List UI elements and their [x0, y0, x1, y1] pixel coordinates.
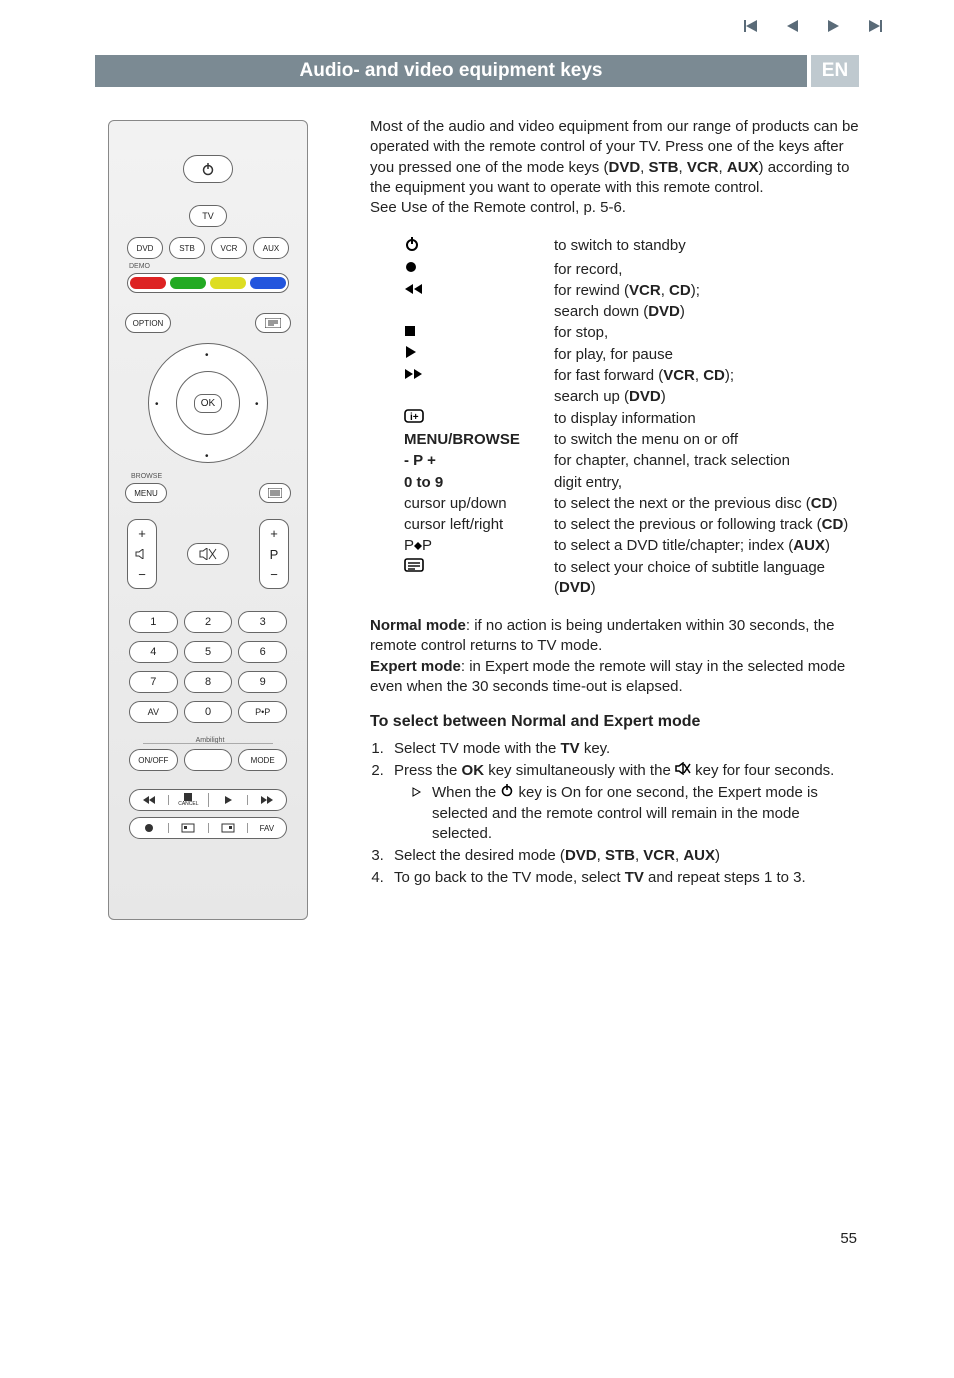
mode-dvd: DVD — [127, 237, 163, 259]
page-title: Audio- and video equipment keys — [95, 55, 807, 87]
mode-vcr: VCR — [211, 237, 247, 259]
tv-key: TV — [189, 205, 227, 227]
function-table: to switch to standby for record, for rew… — [404, 236, 860, 598]
volume-rocker: + − — [127, 519, 157, 589]
page-number: 55 — [840, 1230, 857, 1247]
remote-illustration: TV DVD STB VCR AUX DEMO OPTION — [108, 120, 308, 920]
step-3: Select the desired mode (DVD, STB, VCR, … — [388, 846, 860, 866]
play-icon — [404, 345, 418, 365]
record-icon — [404, 260, 418, 280]
steps-list: Select TV mode with the TV key. Press th… — [388, 739, 860, 889]
main-content: Most of the audio and video equipment fr… — [370, 117, 860, 891]
next-icon[interactable] — [822, 18, 844, 39]
mute-key — [187, 543, 229, 565]
step-2: Press the OK key simultaneously with the… — [388, 761, 860, 844]
lang-badge: EN — [811, 55, 859, 87]
skip-fwd-icon[interactable] — [862, 18, 884, 39]
pip-icon: PP — [404, 537, 432, 554]
mode-aux: AUX — [253, 237, 289, 259]
fast-forward-icon — [404, 366, 424, 386]
subtitle-icon — [404, 558, 424, 578]
option-key: OPTION — [125, 313, 171, 333]
rewind-icon — [404, 281, 424, 301]
top-nav-icons — [742, 18, 884, 39]
mode-explanation: Normal mode: if no action is being under… — [370, 616, 860, 697]
standby-icon — [500, 783, 514, 803]
ok-key: OK — [194, 394, 222, 413]
step-1: Select TV mode with the TV key. — [388, 739, 860, 759]
menu-key: MENU — [125, 483, 167, 503]
header-bar: Audio- and video equipment keys EN — [95, 55, 859, 87]
svg-text:i+: i+ — [410, 412, 419, 423]
standby-icon — [404, 236, 420, 258]
info-icon: i+ — [404, 409, 424, 429]
step-2-result: When the key is On for one second, the E… — [412, 783, 860, 844]
step-4: To go back to the TV mode, select TV and… — [388, 868, 860, 888]
subheading: To select between Normal and Expert mode — [370, 711, 860, 733]
mode-stb: STB — [169, 237, 205, 259]
stop-icon — [404, 323, 416, 343]
intro-para: Most of the audio and video equipment fr… — [370, 117, 860, 218]
program-rocker: +P− — [259, 519, 289, 589]
mute-icon — [675, 761, 691, 781]
prev-icon[interactable] — [782, 18, 804, 39]
result-marker-icon — [412, 783, 422, 844]
skip-back-icon[interactable] — [742, 18, 764, 39]
